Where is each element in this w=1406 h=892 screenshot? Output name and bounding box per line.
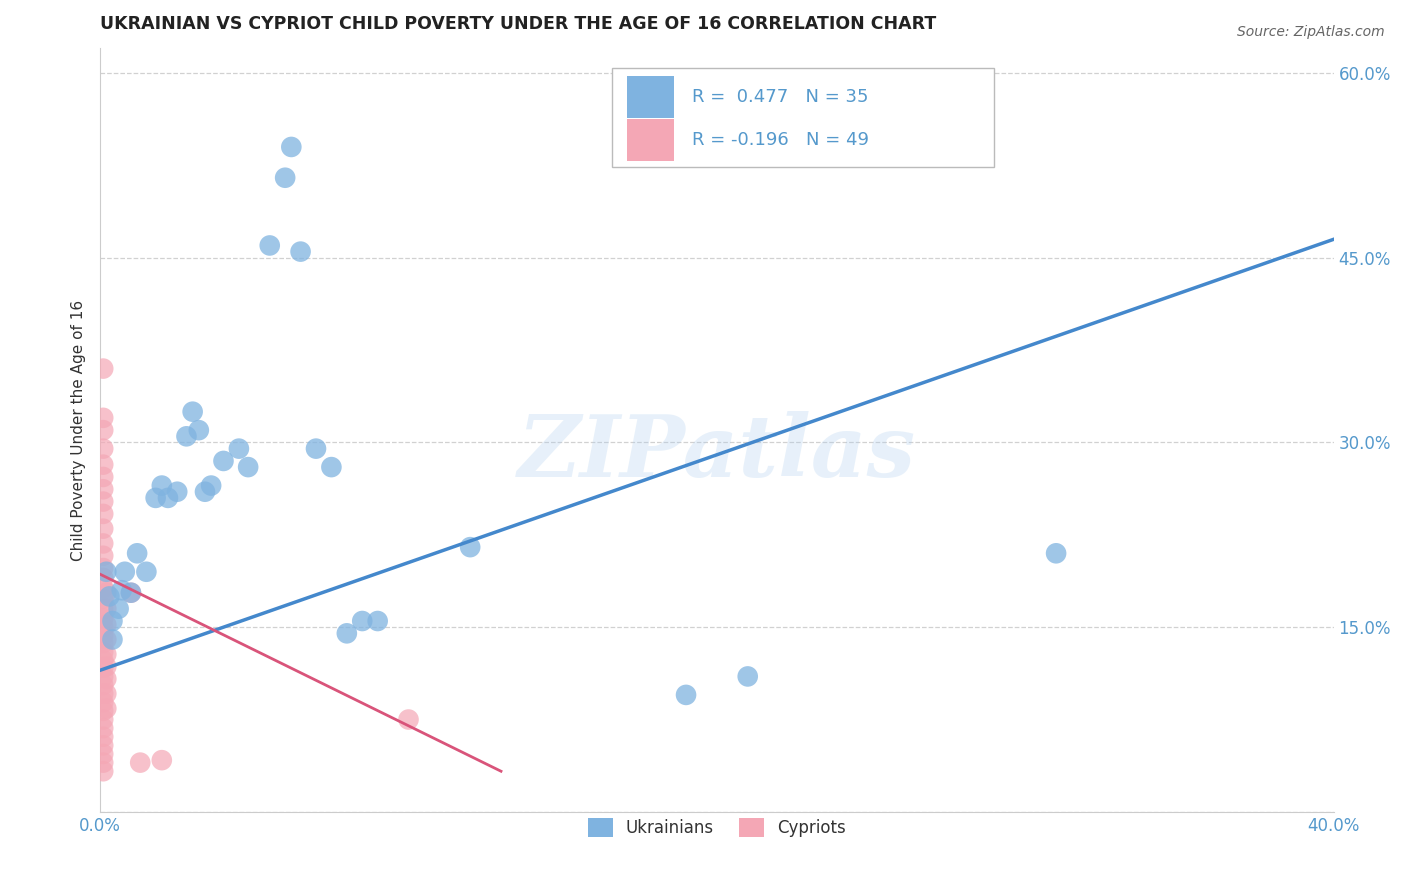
Point — [145, 491, 167, 505]
FancyBboxPatch shape — [612, 68, 994, 167]
Point — [91, 678, 114, 692]
Point — [91, 636, 114, 650]
Point — [290, 244, 312, 259]
Point — [91, 494, 114, 508]
Point — [96, 585, 118, 599]
Point — [91, 410, 114, 425]
Point — [259, 238, 281, 252]
Legend: Ukrainians, Cypriots: Ukrainians, Cypriots — [579, 810, 855, 846]
Point — [280, 140, 302, 154]
Point — [200, 478, 222, 492]
Text: UKRAINIAN VS CYPRIOT CHILD POVERTY UNDER THE AGE OF 16 CORRELATION CHART: UKRAINIAN VS CYPRIOT CHILD POVERTY UNDER… — [100, 15, 936, 33]
Point — [101, 614, 124, 628]
Point — [675, 688, 697, 702]
Point — [91, 645, 114, 659]
Point — [91, 591, 114, 606]
Point — [120, 585, 142, 599]
FancyBboxPatch shape — [627, 119, 673, 161]
Point — [156, 491, 179, 505]
Point — [367, 614, 389, 628]
Point — [212, 454, 235, 468]
Point — [91, 620, 114, 634]
Point — [274, 170, 297, 185]
Point — [91, 522, 114, 536]
Point — [336, 626, 359, 640]
Point — [91, 549, 114, 563]
Point — [107, 601, 129, 615]
Point — [96, 601, 118, 615]
Point — [305, 442, 328, 456]
Point — [96, 672, 118, 686]
Point — [96, 632, 118, 647]
Point — [120, 585, 142, 599]
Point — [194, 484, 217, 499]
Point — [91, 361, 114, 376]
Point — [228, 442, 250, 456]
Point — [150, 478, 173, 492]
Point — [111, 583, 134, 598]
Point — [91, 458, 114, 472]
Point — [236, 460, 259, 475]
Y-axis label: Child Poverty Under the Age of 16: Child Poverty Under the Age of 16 — [72, 300, 86, 561]
Point — [91, 747, 114, 761]
Point — [91, 661, 114, 675]
Point — [91, 669, 114, 683]
Point — [96, 617, 118, 632]
Point — [398, 713, 420, 727]
Point — [181, 405, 204, 419]
Point — [91, 442, 114, 456]
Point — [352, 614, 374, 628]
Point — [135, 565, 157, 579]
Text: Source: ZipAtlas.com: Source: ZipAtlas.com — [1237, 25, 1385, 39]
Point — [96, 701, 118, 715]
Point — [91, 629, 114, 643]
Point — [91, 581, 114, 595]
Point — [129, 756, 152, 770]
Point — [166, 484, 188, 499]
Text: R = -0.196   N = 49: R = -0.196 N = 49 — [692, 131, 869, 149]
Point — [91, 507, 114, 521]
Point — [91, 764, 114, 779]
Point — [91, 571, 114, 585]
Point — [114, 565, 136, 579]
Point — [150, 753, 173, 767]
Point — [91, 423, 114, 437]
Point — [737, 669, 759, 683]
Point — [91, 695, 114, 709]
Text: ZIPatlas: ZIPatlas — [517, 411, 915, 495]
Point — [98, 590, 121, 604]
Point — [176, 429, 198, 443]
Point — [96, 687, 118, 701]
Point — [91, 704, 114, 718]
Point — [96, 565, 118, 579]
Point — [91, 470, 114, 484]
Point — [187, 423, 209, 437]
Point — [321, 460, 343, 475]
Point — [458, 540, 481, 554]
Point — [91, 721, 114, 735]
Point — [91, 561, 114, 575]
Point — [91, 601, 114, 615]
Point — [91, 687, 114, 701]
Point — [91, 536, 114, 550]
Point — [96, 647, 118, 661]
Point — [91, 483, 114, 497]
Point — [91, 713, 114, 727]
Point — [91, 756, 114, 770]
Point — [91, 730, 114, 744]
Point — [1045, 546, 1067, 560]
Text: R =  0.477   N = 35: R = 0.477 N = 35 — [692, 87, 869, 105]
Point — [101, 632, 124, 647]
Point — [91, 653, 114, 667]
Point — [127, 546, 149, 560]
Point — [96, 659, 118, 673]
FancyBboxPatch shape — [627, 76, 673, 118]
Point — [91, 739, 114, 753]
Point — [91, 611, 114, 625]
